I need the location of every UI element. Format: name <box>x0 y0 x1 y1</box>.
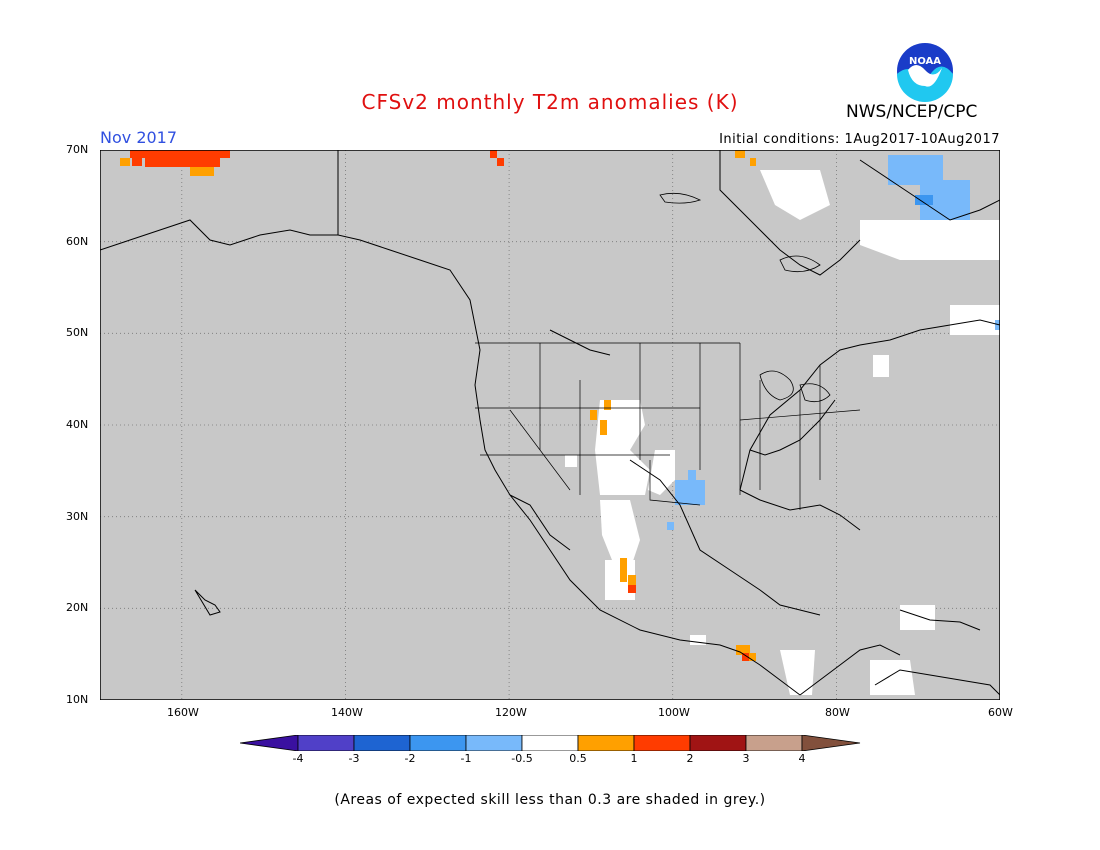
lon-label-120w: 120W <box>495 706 527 719</box>
colorbar-cell <box>409 735 467 751</box>
colorbar-tick-label: -2 <box>404 752 416 765</box>
coastlines <box>100 150 1000 696</box>
colorbar-tick-label: -1 <box>460 752 472 765</box>
colorbar-high-extension <box>801 735 861 751</box>
blue-areas <box>915 195 933 205</box>
colorbar-low-extension <box>240 735 299 751</box>
colorbar-cell <box>353 735 411 751</box>
noaa-logo: NOAA <box>895 41 955 102</box>
agency-label: NWS/NCEP/CPC <box>846 102 978 122</box>
chart-title: CFSv2 monthly T2m anomalies (K) <box>361 90 739 114</box>
lakes <box>659 192 831 403</box>
colorbar-cell <box>577 735 635 751</box>
light-blue-areas <box>667 155 1000 530</box>
colorbar-tick-label: 1 <box>630 752 638 765</box>
lat-label-70n: 70N <box>66 143 89 156</box>
lat-label-20n: 20N <box>66 601 89 614</box>
colorbar-cell <box>745 735 803 751</box>
initial-conditions: Initial conditions: 1Aug2017-10Aug2017 <box>719 132 1000 147</box>
colorbar-tick-label: 0.5 <box>569 752 587 765</box>
colorbar-tick-label: -0.5 <box>511 752 533 765</box>
lon-label-80w: 80W <box>825 706 850 719</box>
colorbar-tick-label: 4 <box>798 752 806 765</box>
forecast-month: Nov 2017 <box>100 128 178 147</box>
lon-label-140w: 140W <box>331 706 363 719</box>
colorbar-tick-label: -3 <box>348 752 360 765</box>
lat-label-40n: 40N <box>66 418 89 431</box>
footnote: (Areas of expected skill less than 0.3 a… <box>334 792 766 808</box>
logo-text: NOAA <box>909 56 941 67</box>
colorbar-cell <box>465 735 523 751</box>
colorbar-tick-label: -4 <box>292 752 304 765</box>
colorbar-cell <box>689 735 747 751</box>
anomaly-map <box>100 150 1000 700</box>
lat-label-30n: 30N <box>66 510 89 523</box>
near-normal-areas <box>565 170 1000 695</box>
orange-areas <box>120 150 756 661</box>
colorbar-tick-label: 2 <box>686 752 694 765</box>
state-borders <box>475 342 861 510</box>
colorbar <box>240 735 861 751</box>
lon-label-160w: 160W <box>167 706 199 719</box>
lat-label-60n: 60N <box>66 235 89 248</box>
colorbar-cell <box>521 735 579 751</box>
colorbar-cell <box>297 735 355 751</box>
lon-label-60w: 60W <box>988 706 1013 719</box>
lon-label-100w: 100W <box>658 706 690 719</box>
colorbar-tick-label: 3 <box>742 752 750 765</box>
map-background <box>100 150 1000 700</box>
red-areas <box>130 150 749 661</box>
lat-label-50n: 50N <box>66 326 89 339</box>
colorbar-cell <box>633 735 691 751</box>
lat-label-10n: 10N <box>66 693 89 706</box>
